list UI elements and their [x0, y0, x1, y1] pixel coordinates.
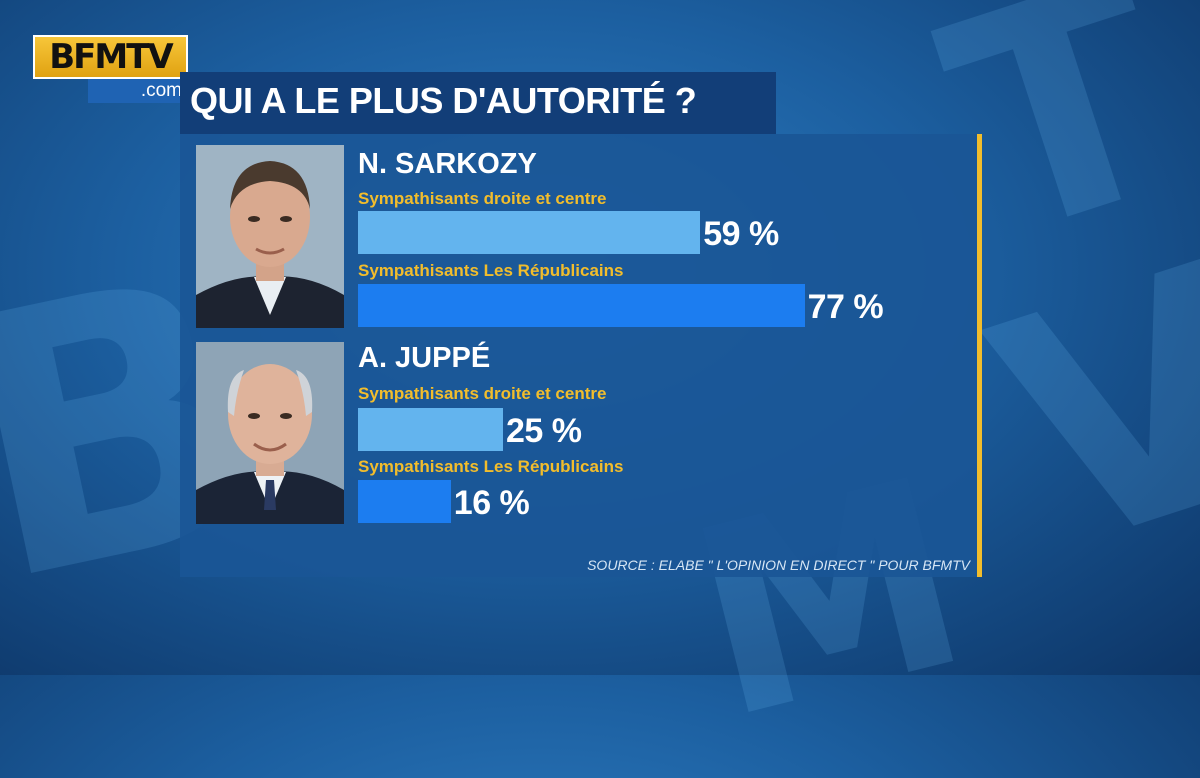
background-letter-v: V [958, 194, 1200, 626]
panel-accent-edge [977, 134, 982, 577]
bar [358, 408, 503, 451]
bar [358, 480, 451, 523]
series-label: Sympathisants droite et centre [358, 189, 607, 208]
data-label: 77 % [807, 288, 884, 326]
data-label: 25 % [506, 412, 582, 450]
title-bar: QUI A LE PLUS D'AUTORITÉ ? [180, 72, 776, 134]
data-label: 16 % [453, 484, 530, 522]
series-label: Sympathisants Les Républicains [358, 261, 624, 280]
candidate-name: A. JUPPÉ [358, 342, 491, 374]
bar [358, 211, 701, 254]
portrait-sarkozy [196, 145, 344, 328]
candidate-name: N. SARKOZY [358, 148, 537, 180]
chart-title: QUI A LE PLUS D'AUTORITÉ ? [190, 80, 697, 121]
bar [358, 284, 805, 327]
logo-domain: .com [88, 79, 188, 103]
source-note: SOURCE : ELABE " L'OPINION EN DIRECT " P… [587, 557, 970, 573]
series-label: Sympathisants Les Républicains [358, 457, 624, 476]
bfmtv-logo: BFMTV .com [33, 35, 188, 105]
logo-wordmark: BFMTV [33, 35, 188, 79]
data-label: 59 % [703, 215, 779, 253]
series-label: Sympathisants droite et centre [358, 384, 607, 403]
portrait-juppe [196, 342, 344, 524]
